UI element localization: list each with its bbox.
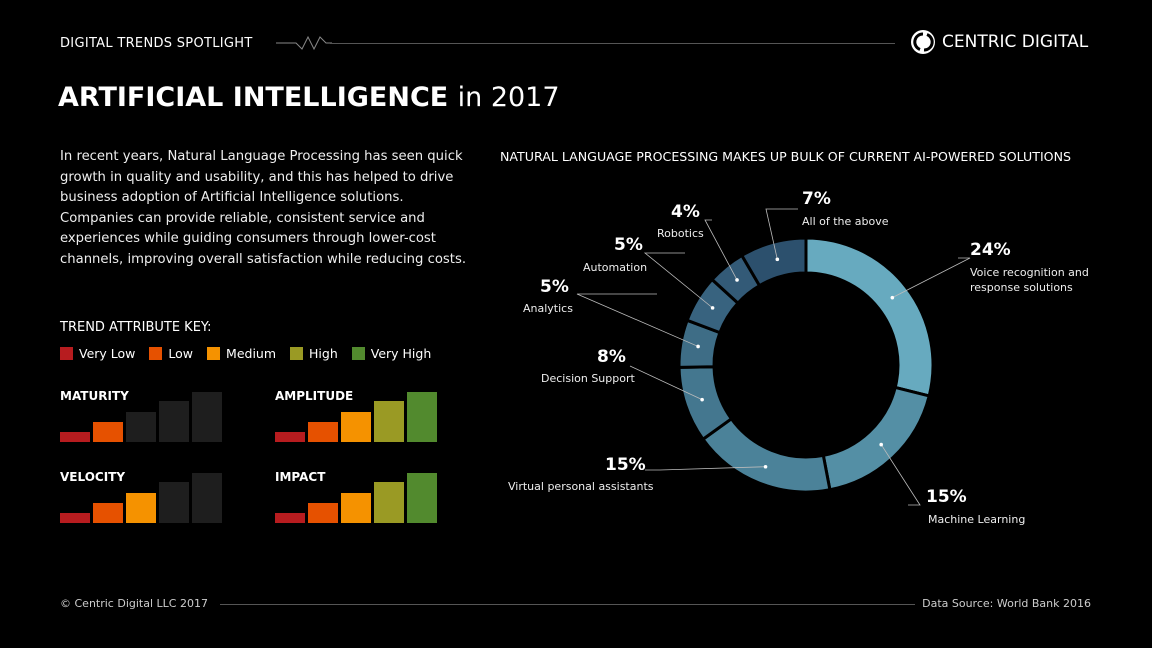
legend: Very Low Low Medium High Very High (60, 346, 431, 361)
leader-line (645, 466, 766, 471)
footer-divider (220, 604, 915, 605)
leader-dot (775, 257, 780, 262)
level-bar (126, 412, 156, 442)
slice-label: Robotics (657, 227, 704, 240)
legend-item: High (290, 346, 338, 361)
leader-dot (879, 442, 883, 447)
legend-item: Very High (351, 346, 432, 361)
slice-percent: 4% (671, 202, 700, 222)
level-bar (60, 513, 90, 523)
level-bar (374, 401, 404, 442)
slice-percent: 24% (970, 240, 1011, 260)
series-title: DIGITAL TRENDS SPOTLIGHT (60, 36, 253, 51)
legend-label: Very Low (79, 346, 136, 361)
legend-swatch (60, 347, 73, 360)
level-bar (341, 493, 371, 523)
level-bar (407, 392, 437, 442)
level-bar (126, 493, 156, 523)
leader-line (880, 444, 921, 506)
leader-dot (735, 278, 739, 282)
slice-virtual-personal-assistants (700, 416, 832, 494)
level-bar (374, 482, 404, 523)
level-bar (192, 392, 222, 442)
leader-dot (890, 295, 895, 300)
slice-percent: 5% (614, 235, 643, 255)
key-title: TREND ATTRIBUTE KEY: (60, 320, 212, 335)
attribute-name: VELOCITY (60, 470, 126, 484)
leader-dot (696, 344, 700, 349)
title-main: ARTIFICIAL INTELLIGENCE (58, 82, 449, 113)
level-bar (341, 412, 371, 442)
level-bar (192, 473, 222, 523)
legend-item: Very Low (60, 346, 135, 361)
legend-swatch (290, 347, 304, 360)
level-bar (93, 422, 123, 442)
attribute-name: MATURITY (60, 389, 129, 403)
slice-all-of-the-above (739, 236, 808, 288)
legend-swatch (149, 347, 163, 360)
attribute-name: IMPACT (275, 470, 326, 484)
leader-dot (763, 464, 768, 469)
page-title: ARTIFICIAL INTELLIGENCE in 2017 (58, 82, 560, 113)
leader-dot (710, 306, 715, 310)
level-bar (275, 432, 305, 442)
slice-label: Virtual personal assistants (508, 480, 654, 493)
intro-text: In recent years, Natural Language Proces… (60, 149, 467, 267)
level-bar (159, 482, 189, 523)
copyright: © Centric Digital LLC 2017 (60, 597, 208, 610)
title-suffix: in 2017 (457, 82, 560, 113)
slice-percent: 15% (605, 455, 646, 475)
attribute-name: AMPLITUDE (275, 389, 354, 403)
level-bar (407, 473, 437, 523)
slice-percent: 15% (926, 487, 967, 507)
leader-line (765, 208, 798, 260)
leader-line (643, 252, 713, 309)
level-bar (275, 513, 305, 523)
slice-percent: 5% (540, 277, 569, 297)
legend-label: Low (168, 346, 194, 361)
level-bar (308, 422, 338, 442)
slice-label: Analytics (523, 302, 573, 315)
legend-swatch (207, 347, 221, 360)
slice-machine-learning (821, 385, 931, 492)
slice-label: Decision Support (541, 372, 635, 385)
level-bar (93, 503, 123, 523)
leader-line (576, 293, 699, 347)
level-bar (60, 432, 90, 442)
legend-item: Medium (207, 346, 276, 361)
leader-dot (700, 397, 704, 402)
level-bar (308, 503, 338, 523)
leader-line (629, 365, 703, 400)
data-source: Data Source: World Bank 2016 (922, 597, 1091, 610)
slice-voice-recognition-and-response-solutions (804, 236, 935, 398)
logo-icon (911, 30, 935, 54)
slice-label: Voice recognition and response solutions (970, 266, 1089, 294)
slice-label: Machine Learning (928, 513, 1026, 526)
header-divider (330, 43, 895, 44)
legend-label: Very High (370, 346, 432, 361)
leader-line (704, 219, 738, 281)
legend-label: High (309, 346, 338, 361)
slice-label: All of the above (802, 215, 889, 228)
chart-title: NATURAL LANGUAGE PROCESSING MAKES UP BUL… (500, 149, 1072, 164)
leader-line (892, 257, 971, 299)
legend-label: Medium (226, 346, 277, 361)
pulse-icon (276, 35, 332, 51)
level-bar (159, 401, 189, 442)
slice-percent: 8% (597, 347, 626, 367)
slice-label: Automation (583, 261, 648, 274)
slice-percent: 7% (802, 189, 831, 209)
brand-name: CENTRIC DIGITAL (942, 32, 1089, 52)
legend-item: Low (149, 346, 193, 361)
legend-swatch (351, 347, 365, 360)
brand-logo: CENTRIC DIGITAL (910, 29, 1088, 55)
